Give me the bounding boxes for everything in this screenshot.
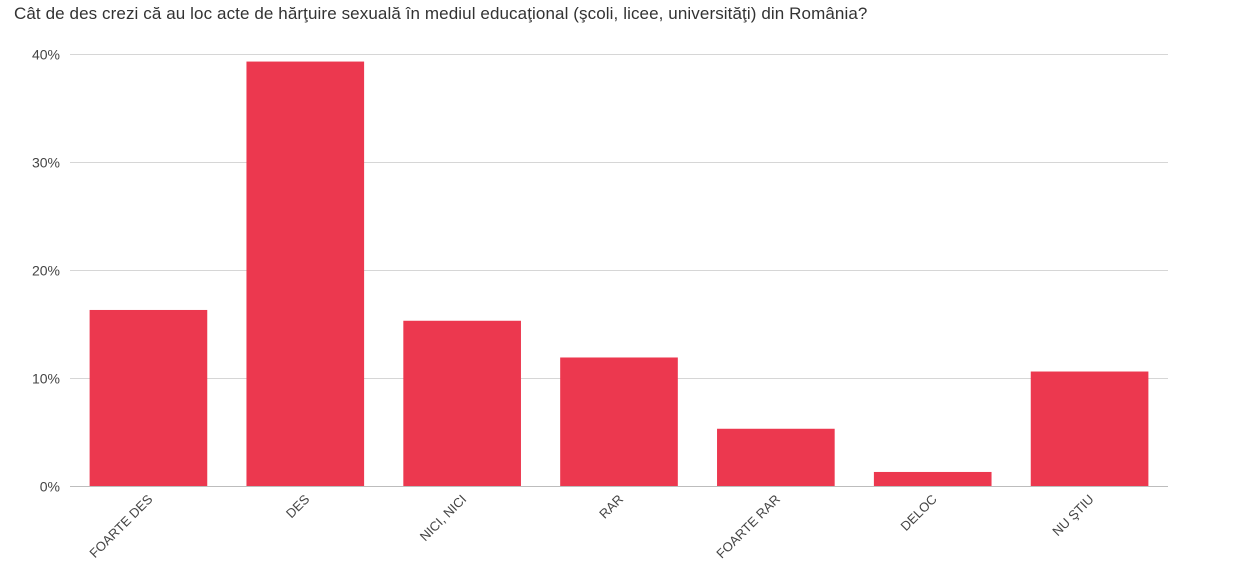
bar: NICI, NICI: 15.3% [403,320,521,486]
y-tick-label: 30% [32,155,60,171]
x-tick-label: FOARTE RAR [713,492,783,562]
x-tick-label: NICI, NICI [417,492,469,544]
y-tick-label: 0% [40,479,60,495]
bar: DELOC: 1.3% [873,471,992,486]
y-axis-ticks: 0% 10% 20% 30% 40% [32,47,60,495]
x-tick-label: DELOC [898,492,940,534]
x-tick-label: DES [283,491,313,521]
bars: FOARTE DES: 16.3% DES: 39.3% NICI, NICI: 1… [89,61,1149,487]
bar: FOARTE DES: 16.3% [89,309,208,486]
bar: FOARTE RAR: 5.3% [717,428,835,486]
x-tick-label: FOARTE DES [86,491,155,560]
bar: NU ŞTIU: 10.6% [1030,371,1149,486]
y-tick-label: 20% [32,263,60,279]
chart-title: Cât de des crezi că au loc acte de hărţu… [14,4,868,23]
x-axis-ticks: FOARTE DES DES NICI, NICI RAR FOARTE RAR DELO… [86,491,1096,561]
y-tick-label: 10% [32,371,60,387]
y-tick-label: 40% [32,47,60,63]
x-tick-label: RAR [596,492,626,522]
bar: DES: 39.3% [246,61,365,487]
bar: RAR: 11.9% [560,357,678,486]
x-tick-label: NU ŞTIU [1049,492,1096,539]
